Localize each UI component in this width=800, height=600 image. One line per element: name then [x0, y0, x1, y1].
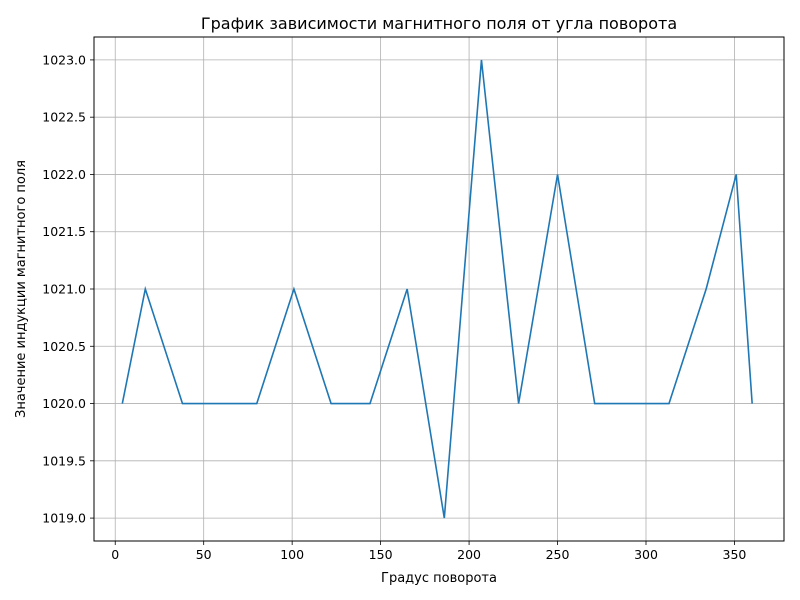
- y-tick-label: 1019.5: [42, 453, 86, 468]
- y-tick-label: 1021.0: [42, 282, 86, 297]
- y-axis-ticks: 1019.0 1019.5 1020.0 1020.5 1021.0 1021.5 1022…: [42, 52, 94, 526]
- y-tick-label: 1023.0: [42, 52, 86, 67]
- series-line: [121, 59, 753, 519]
- y-tick-label: 1021.5: [42, 224, 86, 239]
- x-tick-label: 100: [280, 547, 304, 562]
- y-tick-label: 1020.5: [42, 339, 86, 354]
- x-tick-label: 200: [457, 547, 481, 562]
- y-axis-label: Значение индукции магнитного поля: [14, 160, 29, 418]
- x-tick-label: 350: [723, 547, 747, 562]
- x-tick-label: 0: [111, 547, 119, 562]
- y-tick-label: 1022.0: [42, 167, 86, 182]
- y-tick-label: 1019.0: [42, 511, 86, 526]
- x-axis-ticks: 0 50 100 150 200 250 300 350: [111, 541, 746, 562]
- x-tick-label: 300: [634, 547, 658, 562]
- x-tick-label: 150: [369, 547, 393, 562]
- x-tick-label: 50: [196, 547, 212, 562]
- chart-title: График зависимости магнитного поля от уг…: [201, 14, 677, 33]
- y-tick-label: 1022.5: [42, 110, 86, 125]
- x-tick-label: 250: [546, 547, 570, 562]
- x-axis-label: Градус поворота: [381, 571, 497, 586]
- data-series: [121, 59, 753, 519]
- y-tick-label: 1020.0: [42, 396, 86, 411]
